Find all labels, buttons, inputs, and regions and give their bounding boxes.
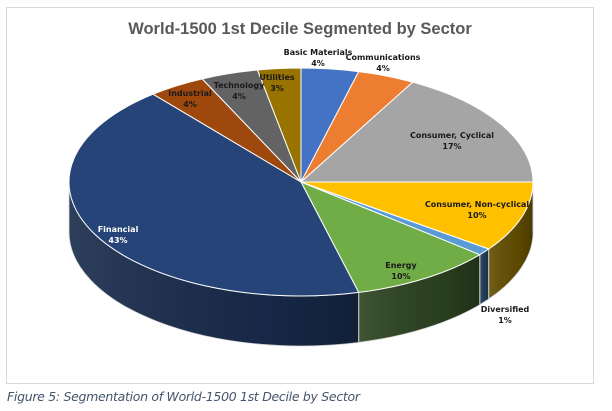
pie-slice-consumer-non-cyclical[interactable] [300,181,534,250]
pie-side-shade [69,182,359,346]
data-label-name: Utilities [259,73,295,82]
data-label-diversified: Diversified 1% [481,305,530,325]
data-label-percent: 10% [391,272,410,281]
data-label-name: Energy [385,261,417,270]
chart-title: World-1500 1st Decile Segmented by Secto… [128,20,472,38]
data-label-percent: 17% [442,142,461,151]
data-label-consumer-cyclical: Consumer, Cyclical 17% [410,131,494,151]
data-label-percent: 4% [376,64,390,73]
data-label-technology: Technology 4% [214,81,265,101]
data-label-utilities: Utilities 3% [259,73,295,93]
pie-side-shade [358,254,480,343]
pie-slice-consumer-cyclical[interactable] [300,81,534,183]
data-label-name: Consumer, Cyclical [410,131,494,140]
data-label-name: Communications [346,53,421,62]
pie-side-shade [488,182,533,300]
data-label-basic-materials: Basic Materials 4% [284,48,353,68]
data-label-percent: 10% [467,211,486,220]
data-label-percent: 43% [108,236,127,245]
data-label-communications: Communications 4% [346,53,421,73]
data-label-name: Technology [214,81,265,90]
data-label-percent: 3% [270,84,284,93]
data-label-financial: Financial 43% [98,225,139,245]
data-label-percent: 4% [232,92,246,101]
data-label-percent: 4% [311,59,325,68]
data-label-name: Financial [98,225,139,234]
data-label-name: Diversified [481,305,530,314]
figure-caption: Figure 5: Segmentation of World-1500 1st… [7,389,360,404]
data-label-name: Basic Materials [284,48,353,57]
pie-slice-utilities[interactable] [257,67,302,183]
pie-slice-energy[interactable] [300,181,481,293]
data-label-name: Consumer, Non-cyclical [425,200,529,209]
data-label-percent: 1% [498,316,512,325]
pie-slice-financial[interactable] [68,93,360,297]
data-label-percent: 4% [183,100,197,109]
data-label-industrial: Industrial 4% [168,89,212,109]
data-label-name: Industrial [168,89,212,98]
data-label-energy: Energy 10% [385,261,417,281]
data-label-consumer-non-cyclical: Consumer, Non-cyclical 10% [425,200,529,220]
pie-side-shade [479,249,489,305]
